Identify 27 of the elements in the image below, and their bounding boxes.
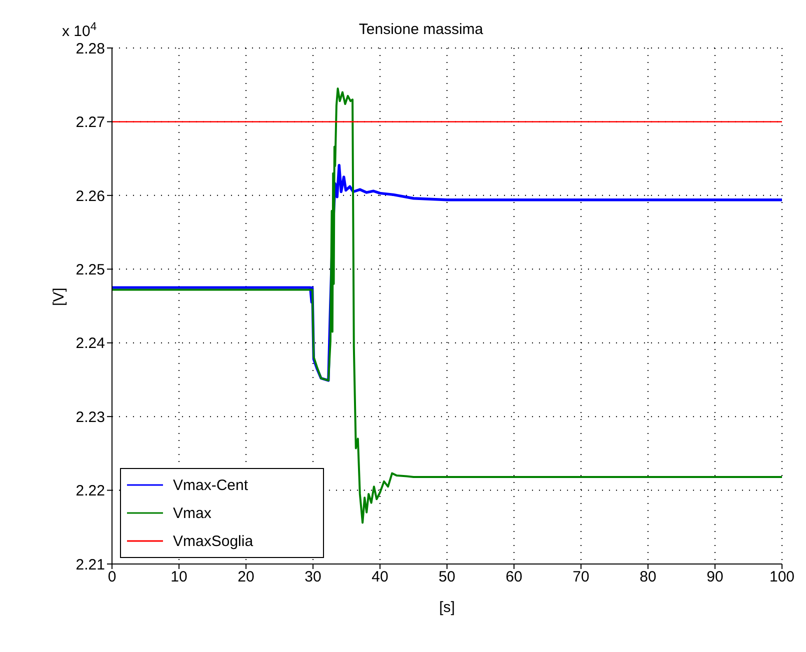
y-tick-label: 2.27 bbox=[76, 114, 105, 132]
legend-label: Vmax-Cent bbox=[173, 476, 248, 494]
chart-title: Tensione massima bbox=[358, 21, 484, 38]
legend-label: Vmax bbox=[173, 504, 212, 522]
x-tick-label: 30 bbox=[304, 568, 322, 586]
y-tick-label: 2.24 bbox=[76, 335, 105, 352]
text: x 10$^{4}$ bbox=[62, 21, 97, 40]
x-tick-label: 60 bbox=[506, 568, 522, 586]
x-tick-label: 20 bbox=[238, 568, 254, 586]
y-tick-label: 2.26 bbox=[76, 188, 105, 205]
x-tick-label: 100 bbox=[769, 568, 795, 586]
y-tick-label: 2.23 bbox=[76, 408, 105, 426]
y-tick-label: 2.25 bbox=[76, 261, 105, 278]
y-tick-label: 2.21 bbox=[76, 556, 105, 574]
line-series bbox=[112, 88, 782, 524]
x-axis-title: [s] bbox=[439, 599, 455, 616]
x-tick-label: 80 bbox=[640, 568, 656, 586]
x-tick-label: 90 bbox=[706, 568, 724, 586]
x-tick-label: 10 bbox=[170, 568, 188, 586]
x-tick-label: 40 bbox=[372, 568, 388, 586]
y-tick-label: 2.22 bbox=[76, 482, 105, 500]
x-tick-label: 0 bbox=[108, 568, 116, 586]
x-tick-label: 70 bbox=[572, 568, 590, 586]
y-axis-title: [V] bbox=[50, 288, 68, 306]
x-tick-label: 50 bbox=[438, 568, 456, 586]
y-tick-label: 2.28 bbox=[76, 40, 105, 58]
legend-label: VmaxSoglia bbox=[173, 532, 254, 550]
